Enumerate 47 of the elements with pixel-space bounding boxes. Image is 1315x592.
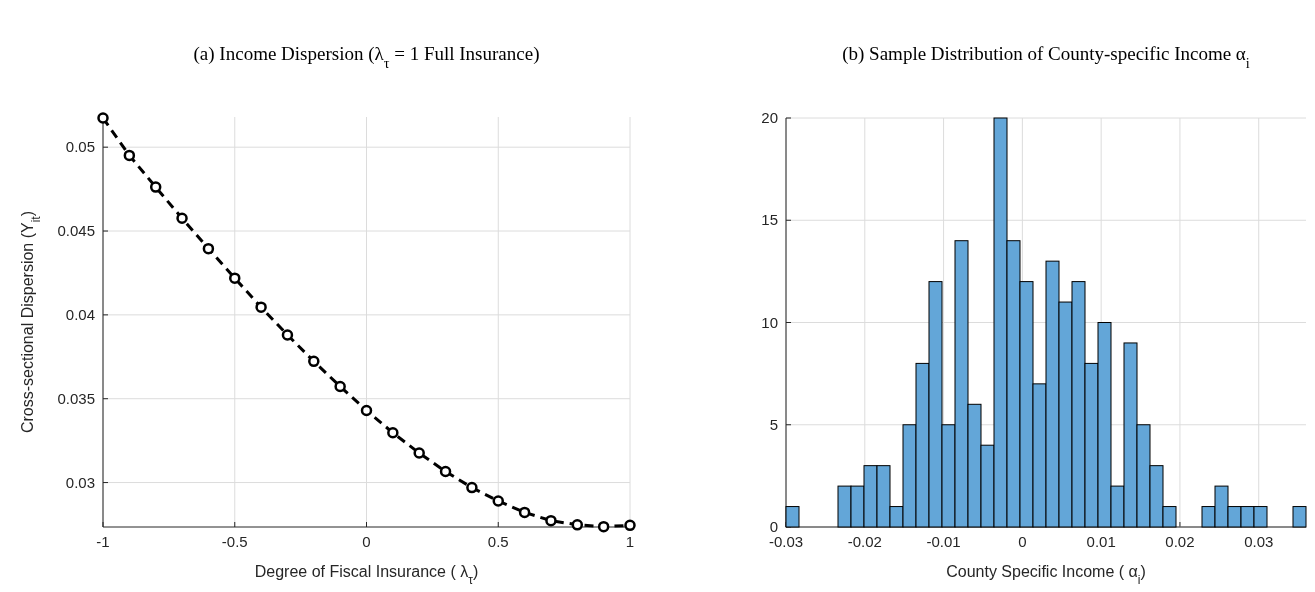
x-tick-label: 0 bbox=[362, 533, 371, 550]
point bbox=[413, 447, 425, 459]
point bbox=[281, 329, 294, 341]
y-tick-label: 0.03 bbox=[65, 473, 95, 491]
point bbox=[97, 112, 109, 124]
point bbox=[518, 506, 531, 519]
x-axis-title: County Specific Income ( α$_{i}$) bbox=[946, 563, 1146, 587]
x-tick-label: 1 bbox=[625, 533, 635, 550]
point bbox=[176, 212, 188, 225]
point bbox=[123, 149, 136, 162]
point bbox=[308, 355, 320, 368]
point bbox=[439, 465, 452, 478]
y-tick-label: 5 bbox=[769, 415, 778, 433]
chart-title: (b) Sample Distribution of County-specific Income α$_{i}$ bbox=[842, 43, 1250, 71]
point bbox=[492, 495, 504, 507]
x-tick-label: 0 bbox=[1018, 533, 1027, 550]
y-tick-label: 10 bbox=[761, 313, 778, 331]
y-tick-label: 0 bbox=[769, 518, 778, 535]
y-tick-label: 0.035 bbox=[57, 389, 95, 407]
x-tick-label: -0.5 bbox=[221, 533, 248, 550]
x-axis-title: Degree of Fiscal Insurance ( λ$_{τ}$) bbox=[254, 563, 479, 587]
x-tick-label: 0.02 bbox=[1165, 533, 1195, 550]
y-tick-label: 0.05 bbox=[65, 138, 95, 156]
point bbox=[624, 519, 636, 532]
point bbox=[360, 404, 373, 417]
x-tick-label: 0.5 bbox=[487, 533, 509, 550]
chart-title: (a) Income Dispersion (λ$_{τ}$ = 1 Full Insurance) bbox=[193, 43, 540, 71]
y-tick-label: 20 bbox=[761, 109, 778, 126]
point bbox=[229, 272, 241, 284]
point bbox=[255, 301, 267, 313]
point bbox=[597, 520, 610, 533]
y-tick-label: 0.045 bbox=[57, 222, 95, 240]
point bbox=[466, 481, 478, 494]
x-tick-label: -0.03 bbox=[768, 533, 804, 550]
x-tick-label: -1 bbox=[96, 533, 110, 550]
point bbox=[545, 514, 557, 527]
point bbox=[149, 181, 162, 193]
x-tick-label: 0.01 bbox=[1086, 533, 1116, 550]
y-tick-label: 0.04 bbox=[65, 305, 95, 323]
x-tick-label: -0.02 bbox=[847, 533, 882, 550]
point bbox=[387, 427, 399, 439]
y-tick-label: 15 bbox=[761, 211, 778, 229]
point bbox=[202, 242, 215, 255]
point bbox=[571, 519, 584, 531]
x-tick-label: 0.03 bbox=[1244, 533, 1274, 550]
point bbox=[334, 380, 346, 393]
x-tick-label: -0.01 bbox=[926, 533, 961, 550]
